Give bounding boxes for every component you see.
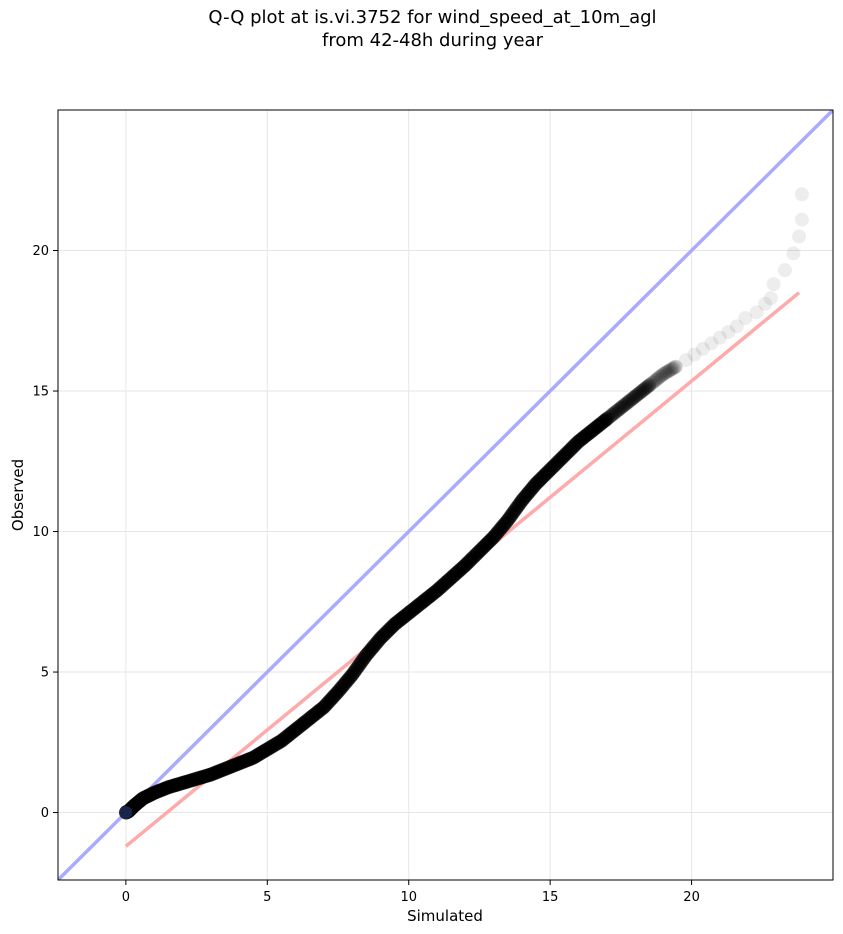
x-tick-label: 20 [683,890,700,905]
quantile-point [665,361,680,376]
quantile-point [652,369,667,384]
quantile-point [695,341,710,356]
quantile-point [659,365,674,380]
quantile-point [654,368,669,383]
y-tick-label: 10 [32,525,49,540]
quantile-point [650,371,665,386]
quantile-point [606,406,621,421]
quantile-point [777,263,792,278]
quantile-point [666,360,681,375]
quantile-point [704,336,719,351]
quantile-point [794,187,809,202]
quantile-point [631,386,646,401]
quantile-point [647,374,662,389]
quantile-point [668,359,683,374]
chart-title: Q-Q plot at is.vi.3752 for wind_speed_at… [0,6,843,52]
quantile-point [763,291,778,306]
quantile-point [642,378,657,393]
y-axis-label: Observed [9,459,27,531]
x-tick-label: 10 [400,890,417,905]
quantile-point [661,363,676,378]
plot-frame [57,109,834,881]
reference-lines [58,110,833,880]
quantile-point [687,347,702,362]
chart-title-line1: Q-Q plot at is.vi.3752 for wind_speed_at… [208,7,657,28]
data-points [118,187,809,820]
y-tick-label: 5 [41,666,49,681]
x-tick-label: 15 [542,890,559,905]
chart-title-line2: from 42-48h during year [322,30,543,51]
quantile-point [608,405,623,420]
quantile-point [766,277,781,292]
quantile-point [640,379,655,394]
quantile-point [649,372,664,387]
quantile-point [119,806,133,820]
quantile-point [792,229,807,244]
quantile-point [599,412,614,427]
quantile-point [615,399,630,414]
quantile-point [712,330,727,345]
quantile-point [603,409,618,424]
quantile-point [601,410,616,425]
quantile-point [786,246,801,261]
y-tick-label: 20 [32,244,49,259]
quantile-point [658,366,673,381]
quantile-point [638,381,653,396]
quantile-point [643,376,658,391]
quantile-point [629,388,644,403]
quantile-point [678,353,693,368]
quantile-point [729,319,744,334]
quantile-point [636,382,651,397]
quantile-point [624,392,639,407]
quantile-point [619,396,634,411]
quantile-point [617,398,632,413]
y-tick-label: 0 [41,806,49,821]
quantile-point [635,384,650,399]
quantile-point [610,403,625,418]
quantile-point [612,402,627,417]
quantile-point [605,407,620,422]
x-tick-label: 0 [122,890,130,905]
quantile-point [633,385,648,400]
quantile-point [613,400,628,415]
quantile-point [721,325,736,340]
quantile-point [738,310,753,325]
quantile-point [622,393,637,408]
x-tick-label: 5 [263,890,271,905]
quantile-point [749,305,764,320]
y-tick-label: 15 [32,385,49,400]
quantile-point [626,391,641,406]
quantile-point [794,212,809,227]
quantile-point [758,296,773,311]
quantile-point [628,389,643,404]
quantile-point [663,362,678,377]
quantile-point [656,367,671,382]
x-axis-label: Simulated [407,907,483,925]
axis-ticks: 0 5 10 15 20 0 5 10 15 20 [32,244,699,905]
identity-line [58,110,833,880]
quantile-point [645,375,660,390]
quantile-point [620,395,635,410]
